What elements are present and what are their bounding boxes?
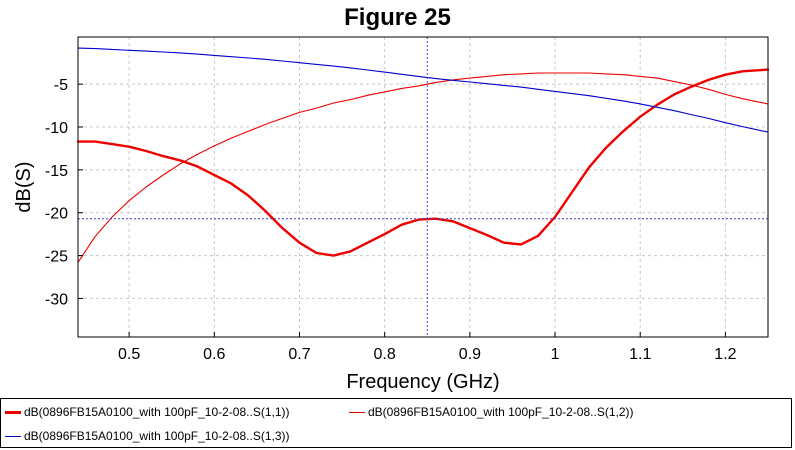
plot-svg: 0.5 0.6 0.7 0.8 0.9 1 1.1 1.2-5-10-15-20-25-30 …: [13, 36, 770, 393]
legend-swatch: [5, 436, 21, 438]
y-tick-label: -20: [45, 206, 68, 223]
legend-swatch: [349, 412, 365, 414]
series-line-3: [77, 47, 769, 133]
x-tick-label: 0.7: [288, 346, 310, 363]
legend-label: dB(0896FB15A0100_with 100pF_10-2-08..S(1…: [24, 405, 290, 419]
grid: [78, 37, 768, 337]
y-tick-label: -15: [45, 163, 68, 180]
y-axis-label: dB(S): [13, 161, 35, 212]
plot-frame: [77, 36, 769, 338]
x-tick-label: 0.9: [459, 346, 481, 363]
series-line-1: [76, 68, 770, 257]
marker-layer: [78, 37, 768, 337]
y-tick-label: -5: [54, 77, 68, 94]
x-tick-label: 0.6: [203, 346, 225, 363]
legend-label: dB(0896FB15A0100_with 100pF_10-2-08..S(1…: [368, 405, 634, 419]
y-tick-label: -30: [45, 291, 68, 308]
y-tick-label: -25: [45, 249, 68, 266]
series-layer: [76, 47, 770, 263]
tick-labels: 0.5 0.6 0.7 0.8 0.9 1 1.1 1.2 -5 -10 -15 -20 -25 -30: [45, 77, 737, 363]
legend-label: dB(0896FB15A0100_with 100pF_10-2-08..S(1…: [24, 429, 290, 443]
x-tick-label: 1.1: [629, 346, 651, 363]
x-tick-label: 0.8: [374, 346, 396, 363]
legend-item-1: dB(0896FB15A0100_with 100pF_10-2-08..S(1…: [5, 404, 290, 420]
legend-item-2: dB(0896FB15A0100_with 100pF_10-2-08..S(1…: [349, 404, 634, 420]
y-tick-label: -10: [45, 120, 68, 137]
chart-title: Figure 25: [344, 4, 451, 31]
x-axis-label: Frequency (GHz): [346, 371, 499, 393]
x-tick-label: 1.2: [714, 346, 736, 363]
series-line-2: [77, 72, 769, 263]
x-tick-label: 1: [551, 346, 560, 363]
legend: dB(0896FB15A0100_with 100pF_10-2-08..S(1…: [0, 398, 792, 448]
x-tick-label: 0.5: [118, 346, 140, 363]
legend-item-3: dB(0896FB15A0100_with 100pF_10-2-08..S(1…: [5, 428, 290, 444]
legend-swatch: [5, 411, 21, 415]
